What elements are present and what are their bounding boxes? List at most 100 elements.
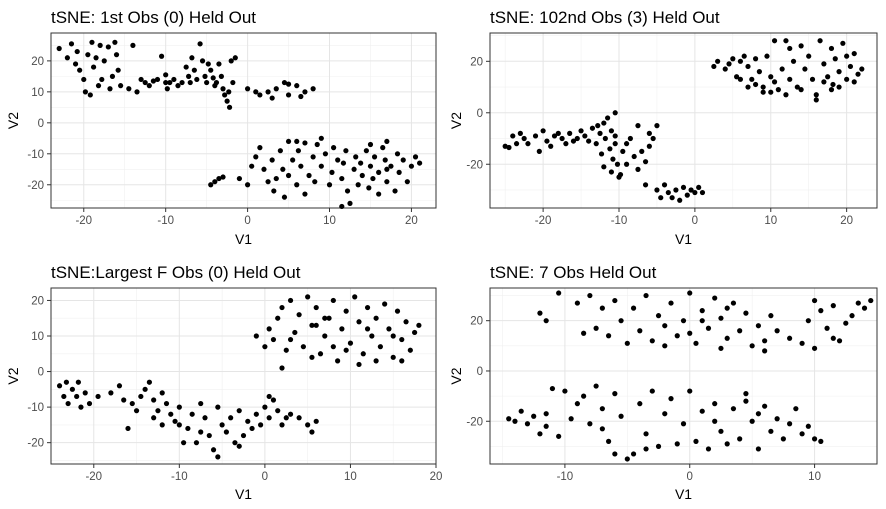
data-point <box>813 92 819 98</box>
data-point <box>662 343 668 349</box>
data-point <box>294 182 300 188</box>
data-point <box>760 84 766 90</box>
data-point <box>355 182 361 188</box>
data-point <box>189 411 195 417</box>
data-point <box>737 436 743 442</box>
x-tick-label: 0 <box>262 471 268 483</box>
data-point <box>318 135 324 141</box>
data-point <box>684 192 690 198</box>
data-point <box>384 179 390 185</box>
data-point <box>186 73 192 79</box>
data-point <box>371 154 378 160</box>
data-point <box>108 390 114 396</box>
data-point <box>512 418 518 424</box>
data-point <box>712 418 718 424</box>
data-point <box>266 415 272 421</box>
data-point <box>230 79 236 86</box>
data-point <box>351 166 357 172</box>
data-point <box>832 56 838 62</box>
data-point <box>811 297 818 304</box>
data-point <box>762 403 768 409</box>
data-point <box>756 69 762 75</box>
data-point <box>285 92 292 98</box>
data-point <box>158 53 165 59</box>
data-point <box>662 323 668 329</box>
data-point <box>380 145 386 151</box>
data-point <box>809 76 816 82</box>
data-point <box>593 383 599 389</box>
data-point <box>317 351 324 357</box>
data-point <box>762 348 768 354</box>
data-point <box>222 92 228 98</box>
data-point <box>749 343 755 349</box>
panel-border <box>50 32 437 209</box>
data-point <box>193 440 200 446</box>
data-point <box>287 411 294 417</box>
data-point <box>294 83 300 89</box>
data-point <box>543 318 549 324</box>
data-point <box>347 340 354 346</box>
data-point <box>655 443 662 449</box>
data-point <box>855 300 861 306</box>
data-point <box>551 133 558 139</box>
data-point <box>582 133 588 139</box>
data-point <box>760 89 766 95</box>
data-point <box>198 400 204 407</box>
data-point <box>197 41 203 47</box>
data-point <box>310 86 316 92</box>
data-point <box>830 303 836 309</box>
data-point <box>215 404 221 410</box>
data-point <box>279 365 285 371</box>
data-point <box>159 422 165 428</box>
data-point <box>532 133 539 139</box>
x-tick-label: 20 <box>430 471 443 483</box>
data-point <box>262 404 268 410</box>
data-point <box>97 42 103 48</box>
data-point <box>593 325 599 331</box>
data-point <box>213 79 220 86</box>
data-point <box>285 138 292 145</box>
data-point <box>90 64 97 70</box>
data-point <box>130 42 136 48</box>
data-point <box>359 172 365 179</box>
data-point <box>643 446 649 452</box>
y-tick-label: 20 <box>31 295 44 307</box>
data-point <box>318 163 324 169</box>
data-point <box>665 189 671 196</box>
data-point <box>513 141 520 147</box>
data-point <box>244 86 251 92</box>
data-point <box>63 379 69 385</box>
data-point <box>138 76 144 83</box>
data-point <box>396 169 402 175</box>
data-point <box>363 148 369 154</box>
data-point <box>253 411 259 417</box>
data-point <box>343 148 349 154</box>
x-tick-label: -20 <box>535 215 552 227</box>
data-point <box>384 138 390 145</box>
data-point <box>215 454 221 460</box>
data-point <box>86 400 93 407</box>
data-point <box>643 431 649 437</box>
data-point <box>133 408 140 414</box>
data-point <box>216 61 222 67</box>
data-point <box>623 141 630 147</box>
data-point <box>360 351 366 357</box>
data-point <box>630 305 637 311</box>
data-point <box>400 157 406 163</box>
data-point <box>737 76 744 82</box>
data-point <box>249 425 255 432</box>
data-point <box>563 141 569 147</box>
data-point <box>412 329 418 336</box>
data-point <box>855 71 861 77</box>
data-point <box>258 422 264 428</box>
data-point <box>262 344 268 350</box>
y-axis-label: V2 <box>448 112 464 129</box>
data-point <box>655 313 662 319</box>
data-point <box>56 45 62 52</box>
data-point <box>802 66 808 72</box>
data-point <box>208 67 214 73</box>
data-point <box>650 135 656 142</box>
data-point <box>394 308 401 314</box>
data-point <box>612 133 618 139</box>
data-point <box>302 191 308 197</box>
